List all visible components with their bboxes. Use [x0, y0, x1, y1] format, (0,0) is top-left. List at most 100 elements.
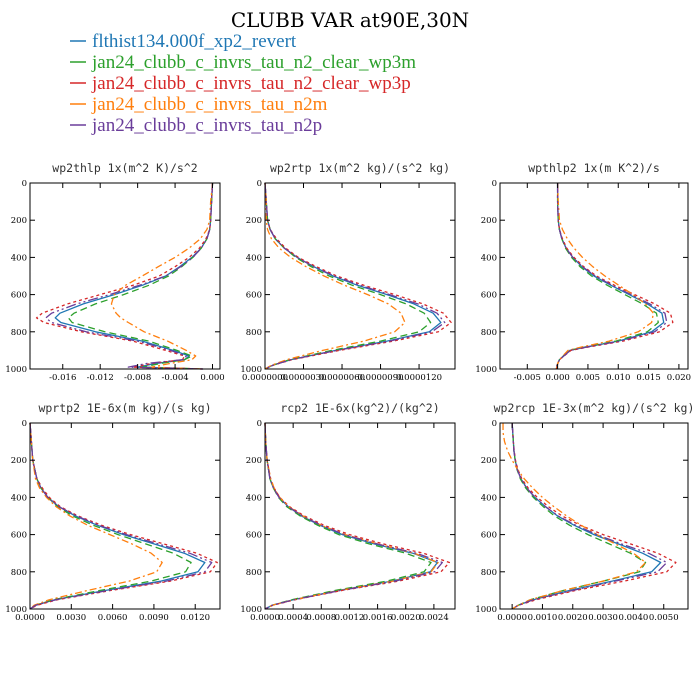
x-tick-label: 0.0008 [306, 613, 336, 623]
panel-title: wp2rtp 1x(m^2 kg)/(s^2 kg) [270, 161, 450, 175]
x-tick-label: 0.0000060 [319, 373, 365, 383]
legend-entry: jan24_clubb_c_invrs_tau_n2_clear_wp3m [70, 52, 416, 73]
series-line [264, 182, 446, 370]
legend-label: flthist134.000f_xp2_revert [92, 31, 297, 52]
y-tick-label: 1000 [5, 605, 27, 615]
x-tick-label: 0.0000 [250, 613, 280, 623]
series-line [54, 182, 214, 370]
chart-panel: wp2rcp 1E-3x(m^2 kg)/(s^2 kg) 0 200 400 600 8… [475, 401, 694, 623]
x-tick-label: 0.0004 [278, 613, 308, 623]
x-tick-label: 0.000 [545, 373, 569, 383]
panel-title: wprtp2 1E-6x(m kg)/(s kg) [38, 401, 211, 415]
plot-frame [499, 422, 689, 610]
x-tick-label: -0.012 [87, 373, 114, 383]
x-tick-label: 0.010 [606, 373, 630, 383]
x-tick-label: 0.0000 [497, 613, 527, 623]
series-line [264, 422, 451, 610]
x-tick-label: 0.0090 [139, 613, 169, 623]
series-line [264, 182, 442, 370]
legend-entry: jan24_clubb_c_invrs_tau_n2_clear_wp3p [70, 73, 411, 94]
series-line [555, 183, 668, 370]
series-line [29, 422, 213, 610]
series-line [67, 182, 214, 370]
series-line [511, 422, 662, 610]
series-line [110, 182, 214, 370]
legend-label: jan24_clubb_c_invrs_tau_n2_clear_wp3p [91, 73, 411, 94]
series-line [264, 182, 406, 370]
y-tick-label: 200 [246, 456, 262, 466]
x-tick-label: 0.0000090 [358, 373, 404, 383]
x-tick-label: 0.020 [667, 373, 691, 383]
series-line [264, 422, 443, 610]
x-tick-label: 0.0020 [391, 613, 421, 623]
x-tick-label: 0.0010 [528, 613, 558, 623]
figure-title: CLUBB VAR at90E,30N [231, 8, 469, 32]
chart-panel: wp2thlp 1x(m^2 K)/s^2 0 200 400 600 800 1000 -0… [5, 161, 224, 383]
legend: flthist134.000f_xp2_revertjan24_clubb_c_… [70, 31, 416, 136]
y-tick-label: 400 [481, 253, 497, 263]
y-tick-label: 0 [492, 179, 497, 189]
plot-frame [264, 422, 456, 610]
x-tick-label: -0.016 [49, 373, 76, 383]
y-tick-label: 400 [246, 253, 262, 263]
y-tick-label: 1000 [240, 365, 262, 375]
x-tick-label: 0.0030 [588, 613, 618, 623]
y-tick-label: 0 [257, 179, 262, 189]
x-tick-label: 0.005 [576, 373, 600, 383]
series-line [264, 422, 439, 610]
y-tick-label: 800 [246, 328, 262, 338]
y-tick-label: 400 [481, 493, 497, 503]
series-line [29, 422, 218, 610]
series-line [29, 422, 206, 610]
series-line [35, 182, 214, 370]
x-tick-label: 0.0012 [335, 613, 365, 623]
series-line [264, 182, 452, 370]
x-tick-label: 0.015 [636, 373, 660, 383]
series-line [29, 422, 163, 610]
series-line [511, 422, 647, 610]
y-tick-label: 0 [22, 179, 27, 189]
legend-entry: jan24_clubb_c_invrs_tau_n2m [70, 94, 328, 115]
y-tick-label: 1000 [240, 605, 262, 615]
y-tick-label: 1000 [475, 365, 497, 375]
y-tick-label: 600 [481, 291, 497, 301]
panel-title: rcp2 1E-6x(kg^2)/(kg^2) [280, 401, 439, 415]
y-tick-label: 600 [11, 291, 27, 301]
y-tick-label: 400 [246, 493, 262, 503]
y-tick-label: 800 [246, 568, 262, 578]
legend-entry: flthist134.000f_xp2_revert [70, 31, 297, 52]
y-tick-label: 1000 [5, 365, 27, 375]
x-tick-label: 0.0060 [98, 613, 128, 623]
y-tick-label: 400 [11, 253, 27, 263]
x-tick-label: 0.0030 [56, 613, 86, 623]
x-tick-label: 0.0050 [649, 613, 679, 623]
y-tick-label: 0 [257, 419, 262, 429]
series-line [264, 422, 439, 610]
series-line [45, 182, 214, 370]
x-tick-label: -0.008 [124, 373, 151, 383]
y-tick-label: 600 [246, 291, 262, 301]
y-tick-label: 0 [22, 419, 27, 429]
legend-label: jan24_clubb_c_invrs_tau_n2p [91, 115, 322, 136]
x-tick-label: -0.004 [161, 373, 188, 383]
plot-frame [264, 182, 456, 370]
y-tick-label: 200 [11, 456, 27, 466]
plot-frame [499, 182, 689, 370]
y-tick-label: 600 [481, 531, 497, 541]
panels: wp2thlp 1x(m^2 K)/s^2 0 200 400 600 800 1000 -0… [5, 161, 694, 623]
x-tick-label: 0.0000120 [396, 373, 442, 383]
x-tick-label: 0.0120 [180, 613, 210, 623]
plot-frame [29, 182, 221, 370]
x-tick-label: 0.0024 [419, 613, 449, 623]
y-tick-label: 200 [481, 216, 497, 226]
series-line [264, 182, 432, 370]
y-tick-label: 800 [11, 328, 27, 338]
y-tick-label: 0 [492, 419, 497, 429]
chart-panel: rcp2 1E-6x(kg^2)/(kg^2) 0 200 400 600 800 1000… [240, 401, 456, 623]
y-tick-label: 800 [481, 568, 497, 578]
series-line [511, 422, 677, 610]
y-tick-label: 200 [246, 216, 262, 226]
x-tick-label: 0.0000000 [242, 373, 288, 383]
series-line [502, 423, 647, 610]
